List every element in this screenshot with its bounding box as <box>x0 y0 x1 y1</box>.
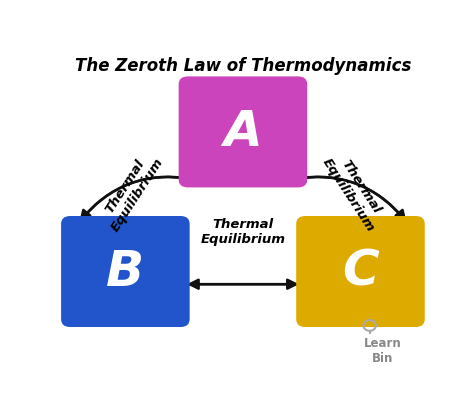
FancyBboxPatch shape <box>296 216 425 327</box>
Text: Thermal
Equilibrium: Thermal Equilibrium <box>201 218 285 246</box>
FancyBboxPatch shape <box>179 76 307 187</box>
Text: C: C <box>342 248 379 295</box>
Text: Thermal
Equilibrium: Thermal Equilibrium <box>96 147 166 234</box>
Text: Thermal
Equilibrium: Thermal Equilibrium <box>320 147 390 234</box>
Text: B: B <box>106 248 145 295</box>
Text: The Zeroth Law of Thermodynamics: The Zeroth Law of Thermodynamics <box>75 57 411 75</box>
Text: A: A <box>224 108 262 156</box>
FancyBboxPatch shape <box>61 216 190 327</box>
Text: Learn
Bin: Learn Bin <box>364 337 401 365</box>
